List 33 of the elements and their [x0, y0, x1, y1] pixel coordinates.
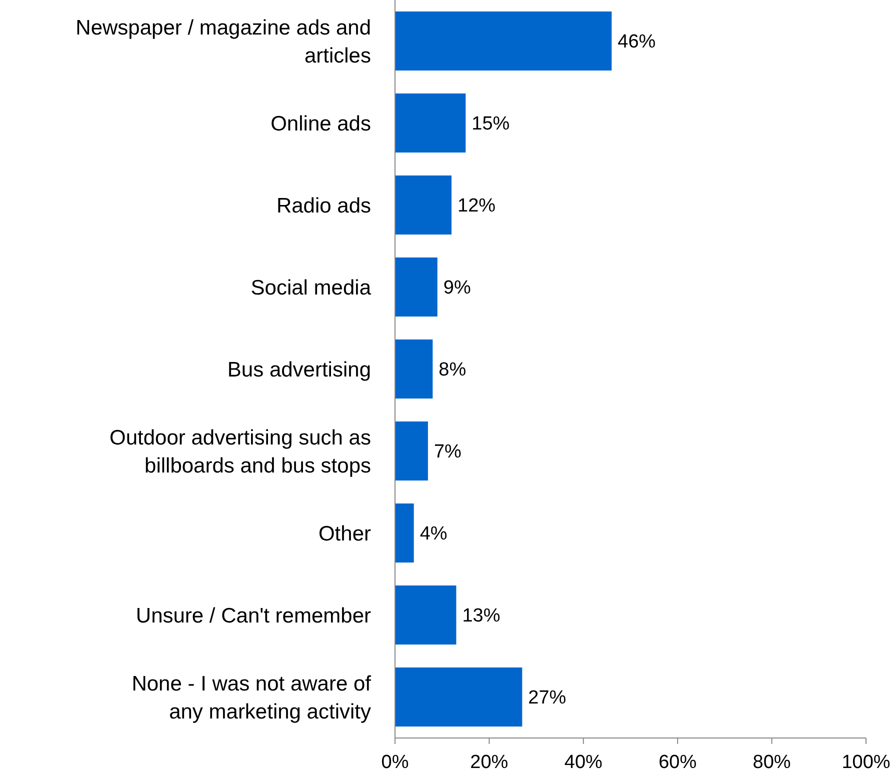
x-tick-label: 80% — [752, 752, 791, 773]
y-tick-label: Bus advertising — [227, 358, 371, 382]
data-label: 8% — [438, 360, 466, 381]
bar — [395, 503, 414, 563]
y-tick-label: Outdoor advertising such as billboards and bus stops — [110, 426, 371, 478]
y-tick-label: Radio ads — [276, 194, 371, 218]
bar — [395, 11, 612, 71]
bar — [395, 585, 456, 645]
bar — [395, 175, 452, 235]
bar — [395, 257, 438, 317]
x-tick-label: 20% — [470, 752, 508, 773]
data-label: 27% — [528, 688, 566, 709]
x-tick-label: 60% — [658, 752, 697, 773]
data-label: 4% — [420, 524, 448, 545]
x-tick-label: 100% — [842, 752, 890, 773]
y-tick-label: Social media — [250, 276, 372, 300]
x-tick-label: 0% — [381, 752, 409, 773]
y-tick-label: Other — [318, 522, 371, 546]
bar — [395, 421, 428, 481]
data-label: 15% — [472, 114, 510, 135]
bar — [395, 339, 433, 399]
data-label: 9% — [443, 278, 471, 299]
y-tick-label: Unsure / Can't remember — [136, 604, 372, 628]
y-tick-label: Online ads — [270, 112, 371, 136]
y-tick-label: None - I was not aware of any marketing activity — [132, 672, 372, 724]
data-label: 7% — [434, 442, 462, 463]
x-tick-label: 40% — [564, 752, 603, 773]
data-label: 46% — [618, 32, 656, 53]
bar — [395, 93, 466, 153]
y-tick-label: Newspaper / magazine ads and articles — [76, 16, 371, 68]
bar — [395, 667, 522, 727]
data-label: 13% — [462, 606, 500, 627]
data-label: 12% — [458, 196, 496, 217]
